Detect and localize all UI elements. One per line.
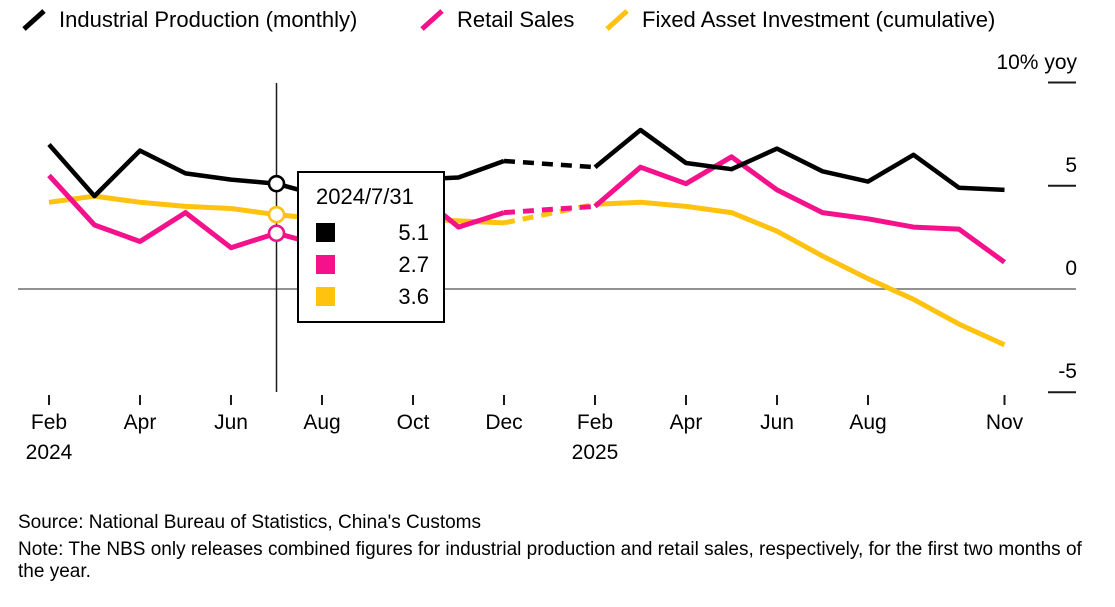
legend-item-fixed-asset-investment[interactable]: Fixed Asset Investment (cumulative): [603, 5, 995, 35]
chart-footer: Source: National Bureau of Statistics, C…: [18, 512, 1096, 584]
line-swatch-icon: [605, 9, 629, 31]
tooltip-date: 2024/7/31: [316, 184, 414, 209]
series-swatch-retail-sales: [316, 255, 335, 274]
series-swatch-industrial-production: [316, 223, 335, 242]
tooltip-row-fixed-asset-investment: 3.6: [316, 284, 429, 309]
tooltip: 2024/7/31 5.1 2.7 3.6: [297, 171, 445, 323]
series-line-dashed-retail-sales: [503, 203, 596, 216]
legend-item-industrial-production[interactable]: Industrial Production (monthly): [20, 5, 357, 35]
tooltip-value: 2.7: [398, 251, 429, 277]
highlight-marker: [267, 205, 286, 224]
series-line-dashed-industrial-production-monthly: [503, 158, 596, 170]
legend-label: Industrial Production (monthly): [59, 7, 358, 32]
highlight-marker: [267, 174, 286, 193]
chart-plot-area[interactable]: [0, 0, 1115, 500]
line-swatch-icon: [420, 9, 444, 31]
note-text: Note: The NBS only releases combined fig…: [18, 538, 1082, 583]
tooltip-row-retail-sales: 2.7: [316, 252, 429, 277]
series-line-industrial-production-monthly: [593, 127, 1005, 193]
legend-label: Retail Sales: [457, 7, 575, 32]
line-swatch-icon: [22, 9, 46, 31]
legend-label: Fixed Asset Investment (cumulative): [642, 7, 996, 32]
tooltip-value: 5.1: [398, 219, 429, 245]
tooltip-row-industrial-production: 5.1: [316, 220, 429, 245]
source-text: Source: National Bureau of Statistics, C…: [18, 512, 482, 533]
series-swatch-fixed-asset-investment: [316, 287, 335, 306]
tooltip-value: 3.6: [398, 283, 429, 309]
highlight-marker: [267, 224, 286, 243]
legend-item-retail-sales[interactable]: Retail Sales: [418, 5, 574, 35]
series-line-fixed-asset-investment-cumulative: [594, 199, 1006, 348]
series-line-retail-sales: [593, 154, 1006, 265]
